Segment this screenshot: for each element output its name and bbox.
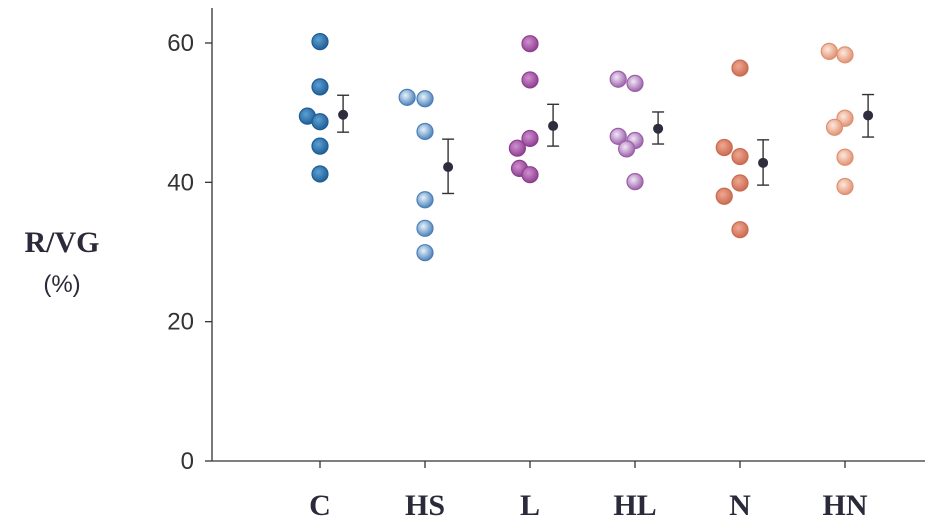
data-point [731,59,749,77]
data-point [836,46,854,64]
y-axis-unit: (%) [43,271,80,298]
data-point [311,78,329,96]
data-point [731,147,749,166]
data-point [508,139,527,157]
data-point [825,118,844,136]
mean-marker [443,162,454,173]
y-tick-label: 60 [167,30,194,57]
data-point [626,173,644,191]
data-point [715,187,733,205]
x-tick-label: HN [823,489,868,522]
axes [211,8,925,462]
data-point [416,191,434,209]
mean-marker [863,110,874,121]
mean-marker [653,123,664,134]
data-point [521,71,539,89]
y-ticks: 0 20 40 60 [167,30,212,475]
mean-marker [338,109,349,120]
y-tick-label: 0 [181,448,194,475]
data-point [626,74,644,93]
x-tick-label: N [729,489,751,522]
data-point [311,113,329,131]
data-point [398,88,416,106]
mean-marker [548,120,559,131]
data-point [609,70,627,88]
mean-marker [758,157,769,168]
data-point [731,174,749,192]
x-ticks: C HS L HL N HN [309,461,868,522]
data-point [836,148,854,166]
data-point [609,127,627,145]
data-point [416,122,434,141]
data-point [617,140,636,158]
data-point [820,42,838,60]
error-bars [337,93,875,195]
data-point [311,33,329,51]
x-tick-label: C [309,489,331,522]
y-tick-label: 40 [167,169,194,196]
y-tick-label: 20 [167,309,194,336]
data-point [731,221,749,239]
data-point [416,219,434,237]
x-tick-label: HS [405,489,445,522]
data-point [416,244,434,262]
data-point [521,35,539,53]
data-point [836,177,854,196]
data-point [521,166,539,184]
x-tick-label: L [520,489,540,522]
data-points [298,33,854,262]
data-point [311,137,329,155]
data-point [416,90,434,108]
x-tick-label: HL [613,489,656,522]
data-point [311,165,329,183]
data-point [521,129,539,148]
y-axis-label: R/VG [25,226,100,259]
data-point [715,138,733,157]
